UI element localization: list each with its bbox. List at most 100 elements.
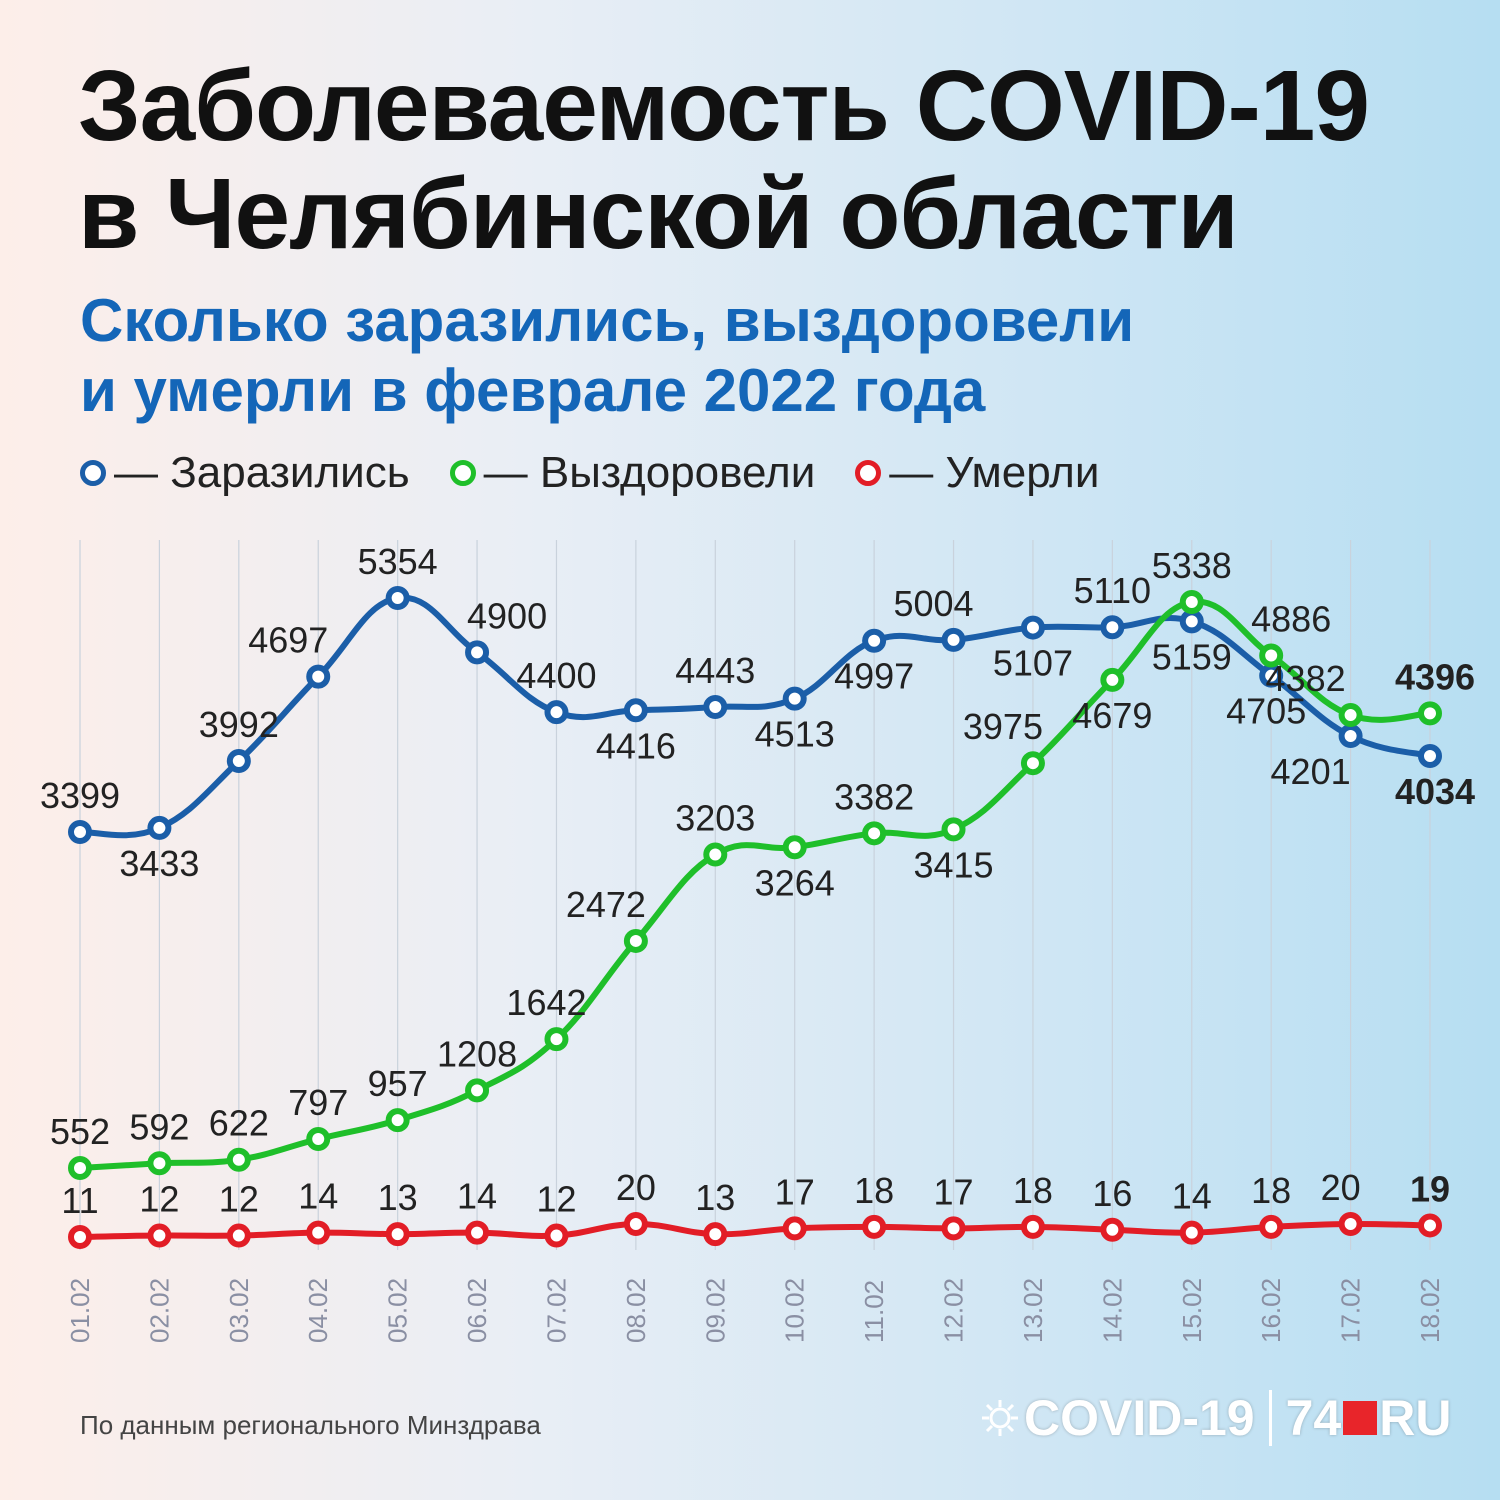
data-point bbox=[385, 1222, 410, 1247]
data-label: 16 bbox=[1092, 1173, 1132, 1214]
data-point bbox=[1100, 615, 1125, 640]
series-deaths: 11 12 12 14 13 14 12 20 13 17 18 17 18 16 14 18 20 19 bbox=[61, 1167, 1450, 1249]
data-label: 4396 bbox=[1395, 656, 1475, 697]
data-label: 3382 bbox=[834, 776, 914, 817]
title-line-1: Заболеваемость COVID-19 bbox=[78, 50, 1370, 162]
legend-marker-deaths bbox=[855, 460, 882, 486]
data-point bbox=[941, 1216, 966, 1241]
data-label: 20 bbox=[1321, 1167, 1361, 1208]
data-point bbox=[703, 842, 728, 867]
x-tick-label: 01.02 bbox=[65, 1278, 95, 1343]
data-label: 5354 bbox=[358, 541, 438, 582]
data-point bbox=[544, 1027, 569, 1052]
data-label: 11 bbox=[61, 1180, 98, 1221]
data-point bbox=[544, 700, 569, 725]
x-axis: 01.02 02.02 03.02 04.02 05.02 06.02 07.02 08.02… bbox=[65, 1278, 1445, 1343]
data-label: 3203 bbox=[675, 797, 755, 838]
data-label: 592 bbox=[129, 1106, 189, 1147]
data-label: 4513 bbox=[755, 714, 835, 755]
data-label: 4382 bbox=[1266, 658, 1346, 699]
data-point bbox=[68, 1225, 92, 1249]
x-tick-label: 14.02 bbox=[1097, 1278, 1127, 1343]
data-label: 4201 bbox=[1271, 751, 1351, 792]
legend-item-deaths: — Умерли bbox=[855, 448, 1099, 498]
data-point bbox=[623, 928, 648, 953]
subtitle-line-1: Сколько заразились, выздоровели bbox=[80, 287, 1135, 354]
data-point bbox=[385, 586, 410, 610]
x-tick-label: 07.02 bbox=[541, 1278, 571, 1343]
data-point bbox=[941, 627, 966, 652]
data-point bbox=[941, 817, 966, 842]
data-label: 957 bbox=[368, 1063, 428, 1104]
data-label: 1208 bbox=[437, 1033, 517, 1074]
data-label: 4443 bbox=[675, 650, 755, 691]
data-point bbox=[1179, 590, 1204, 614]
data-point bbox=[226, 1223, 251, 1248]
data-label: 18 bbox=[854, 1170, 894, 1211]
data-point bbox=[1338, 724, 1363, 749]
x-tick-label: 12.02 bbox=[939, 1278, 969, 1343]
data-label: 14 bbox=[1172, 1176, 1212, 1217]
data-label: 12 bbox=[139, 1179, 179, 1220]
data-point bbox=[1020, 1214, 1045, 1239]
data-label: 14 bbox=[298, 1176, 338, 1217]
data-label: 19 bbox=[1410, 1168, 1450, 1209]
data-point bbox=[623, 698, 648, 723]
data-label: 797 bbox=[288, 1082, 348, 1123]
brand-suffix: RU bbox=[1379, 1390, 1452, 1446]
data-point bbox=[385, 1108, 410, 1133]
virus-icon bbox=[982, 1400, 1018, 1436]
data-label: 5110 bbox=[1074, 570, 1151, 611]
brand-covid-label: COVID-19 bbox=[1024, 1390, 1255, 1446]
data-label: 20 bbox=[616, 1167, 656, 1208]
x-tick-label: 11.02 bbox=[859, 1280, 889, 1343]
data-point bbox=[1418, 1213, 1442, 1238]
data-label: 5004 bbox=[893, 583, 973, 624]
data-label: 622 bbox=[209, 1103, 269, 1144]
data-label: 4997 bbox=[834, 656, 914, 697]
data-point bbox=[703, 695, 728, 720]
x-tick-label: 10.02 bbox=[780, 1278, 810, 1343]
data-label: 17 bbox=[775, 1171, 815, 1212]
legend-marker-recovered bbox=[449, 460, 476, 486]
x-tick-label: 04.02 bbox=[303, 1278, 333, 1343]
data-point bbox=[703, 1222, 728, 1247]
data-point bbox=[1020, 615, 1045, 640]
data-point bbox=[1418, 743, 1442, 768]
data-label: 4900 bbox=[467, 595, 547, 636]
data-point bbox=[306, 1127, 331, 1152]
data-point bbox=[1259, 1214, 1284, 1239]
brand-logo: COVID-19 74 RU bbox=[980, 1388, 1451, 1448]
data-point bbox=[147, 1223, 172, 1248]
data-point bbox=[1100, 1217, 1125, 1242]
data-label: 4416 bbox=[596, 725, 676, 766]
x-tick-label: 02.02 bbox=[144, 1278, 174, 1343]
x-tick-label: 05.02 bbox=[383, 1278, 413, 1343]
data-point bbox=[1338, 1212, 1363, 1236]
data-label: 14 bbox=[457, 1176, 497, 1217]
subtitle-line-2: и умерли в феврале 2022 года bbox=[80, 357, 986, 424]
data-point bbox=[782, 686, 807, 711]
x-tick-label: 18.02 bbox=[1415, 1278, 1445, 1343]
data-label: 4886 bbox=[1251, 598, 1331, 639]
x-tick-label: 06.02 bbox=[462, 1278, 492, 1343]
data-label: 3992 bbox=[199, 704, 279, 745]
data-label: 552 bbox=[50, 1111, 110, 1152]
data-point bbox=[1020, 751, 1045, 776]
x-tick-label: 16.02 bbox=[1256, 1278, 1286, 1343]
legend-item-infected: — Заразились bbox=[80, 448, 410, 498]
data-point bbox=[226, 1147, 251, 1172]
data-label: 5159 bbox=[1152, 636, 1232, 677]
data-point bbox=[862, 821, 887, 846]
data-point bbox=[147, 815, 172, 840]
data-label: 1642 bbox=[506, 982, 586, 1023]
data-label: 18 bbox=[1251, 1170, 1291, 1211]
data-point bbox=[306, 1220, 331, 1245]
data-label: 4400 bbox=[516, 655, 596, 696]
data-point bbox=[1179, 609, 1204, 634]
data-point bbox=[1259, 643, 1284, 668]
data-point bbox=[782, 1216, 807, 1241]
data-point bbox=[1338, 703, 1363, 728]
